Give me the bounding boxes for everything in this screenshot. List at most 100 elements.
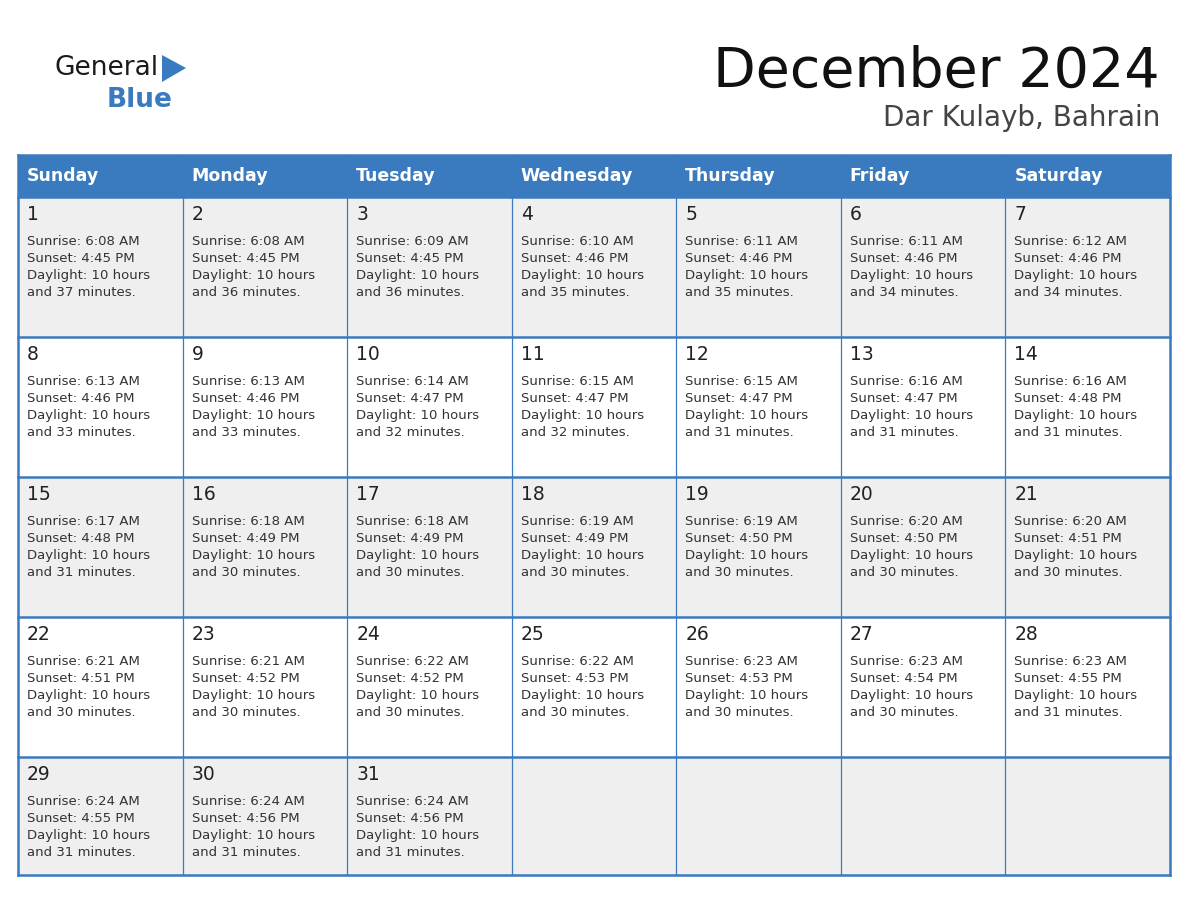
Text: and 31 minutes.: and 31 minutes. — [685, 426, 794, 439]
Text: 18: 18 — [520, 486, 544, 505]
Text: Sunset: 4:45 PM: Sunset: 4:45 PM — [191, 252, 299, 265]
Text: and 33 minutes.: and 33 minutes. — [27, 426, 135, 439]
Bar — [18, 155, 183, 197]
Text: Sunset: 4:54 PM: Sunset: 4:54 PM — [849, 672, 958, 685]
Text: Sunset: 4:46 PM: Sunset: 4:46 PM — [27, 392, 134, 405]
Text: Sunday: Sunday — [27, 167, 100, 185]
Text: Sunset: 4:51 PM: Sunset: 4:51 PM — [1015, 532, 1123, 545]
Text: 23: 23 — [191, 625, 215, 644]
Text: and 30 minutes.: and 30 minutes. — [685, 706, 794, 719]
Text: Daylight: 10 hours: Daylight: 10 hours — [849, 409, 973, 422]
Text: and 36 minutes.: and 36 minutes. — [356, 286, 465, 299]
Text: Sunrise: 6:17 AM: Sunrise: 6:17 AM — [27, 515, 140, 528]
Text: Sunrise: 6:19 AM: Sunrise: 6:19 AM — [685, 515, 798, 528]
Text: Sunset: 4:51 PM: Sunset: 4:51 PM — [27, 672, 134, 685]
Bar — [676, 155, 841, 197]
Text: Daylight: 10 hours: Daylight: 10 hours — [520, 269, 644, 282]
Text: Daylight: 10 hours: Daylight: 10 hours — [191, 409, 315, 422]
Text: Sunrise: 6:15 AM: Sunrise: 6:15 AM — [685, 375, 798, 388]
Text: Sunrise: 6:12 AM: Sunrise: 6:12 AM — [1015, 235, 1127, 248]
Text: Daylight: 10 hours: Daylight: 10 hours — [191, 829, 315, 842]
Text: Sunrise: 6:20 AM: Sunrise: 6:20 AM — [1015, 515, 1127, 528]
Text: Sunrise: 6:16 AM: Sunrise: 6:16 AM — [849, 375, 962, 388]
Text: and 30 minutes.: and 30 minutes. — [1015, 566, 1123, 579]
Text: 4: 4 — [520, 206, 532, 225]
Text: and 30 minutes.: and 30 minutes. — [520, 706, 630, 719]
Text: 8: 8 — [27, 345, 39, 364]
Text: and 34 minutes.: and 34 minutes. — [1015, 286, 1123, 299]
Text: Sunset: 4:49 PM: Sunset: 4:49 PM — [520, 532, 628, 545]
Text: Sunset: 4:56 PM: Sunset: 4:56 PM — [191, 812, 299, 825]
Text: Sunset: 4:52 PM: Sunset: 4:52 PM — [191, 672, 299, 685]
Text: Sunrise: 6:13 AM: Sunrise: 6:13 AM — [191, 375, 304, 388]
Text: 20: 20 — [849, 486, 873, 505]
Text: Sunset: 4:55 PM: Sunset: 4:55 PM — [27, 812, 134, 825]
Text: Daylight: 10 hours: Daylight: 10 hours — [356, 549, 479, 562]
Text: 21: 21 — [1015, 486, 1038, 505]
Text: and 30 minutes.: and 30 minutes. — [356, 706, 465, 719]
Bar — [18, 197, 1170, 337]
Text: 6: 6 — [849, 206, 861, 225]
Text: Sunset: 4:46 PM: Sunset: 4:46 PM — [520, 252, 628, 265]
Text: Daylight: 10 hours: Daylight: 10 hours — [356, 409, 479, 422]
Text: Thursday: Thursday — [685, 167, 776, 185]
Text: 28: 28 — [1015, 625, 1038, 644]
Text: Sunset: 4:56 PM: Sunset: 4:56 PM — [356, 812, 463, 825]
Text: Sunrise: 6:21 AM: Sunrise: 6:21 AM — [27, 655, 140, 668]
Text: and 31 minutes.: and 31 minutes. — [356, 846, 465, 859]
Text: Sunrise: 6:20 AM: Sunrise: 6:20 AM — [849, 515, 962, 528]
Text: and 31 minutes.: and 31 minutes. — [1015, 426, 1123, 439]
Text: 3: 3 — [356, 206, 368, 225]
Text: Daylight: 10 hours: Daylight: 10 hours — [520, 549, 644, 562]
Text: Sunrise: 6:11 AM: Sunrise: 6:11 AM — [685, 235, 798, 248]
Bar — [1005, 155, 1170, 197]
Text: Daylight: 10 hours: Daylight: 10 hours — [191, 689, 315, 702]
Text: Sunset: 4:46 PM: Sunset: 4:46 PM — [191, 392, 299, 405]
Text: Daylight: 10 hours: Daylight: 10 hours — [1015, 409, 1138, 422]
Text: Sunrise: 6:19 AM: Sunrise: 6:19 AM — [520, 515, 633, 528]
Text: December 2024: December 2024 — [713, 45, 1159, 99]
Text: Daylight: 10 hours: Daylight: 10 hours — [356, 829, 479, 842]
Text: Sunset: 4:50 PM: Sunset: 4:50 PM — [849, 532, 958, 545]
Text: Daylight: 10 hours: Daylight: 10 hours — [849, 689, 973, 702]
Text: 9: 9 — [191, 345, 203, 364]
Text: Daylight: 10 hours: Daylight: 10 hours — [849, 269, 973, 282]
Text: 26: 26 — [685, 625, 709, 644]
Text: 2: 2 — [191, 206, 203, 225]
Text: Saturday: Saturday — [1015, 167, 1102, 185]
Text: Sunrise: 6:09 AM: Sunrise: 6:09 AM — [356, 235, 469, 248]
Text: Blue: Blue — [107, 87, 173, 113]
Text: Sunset: 4:46 PM: Sunset: 4:46 PM — [685, 252, 792, 265]
Text: Daylight: 10 hours: Daylight: 10 hours — [520, 689, 644, 702]
Text: 29: 29 — [27, 766, 51, 785]
Text: 17: 17 — [356, 486, 380, 505]
Text: 31: 31 — [356, 766, 380, 785]
Text: Sunset: 4:49 PM: Sunset: 4:49 PM — [191, 532, 299, 545]
Text: and 30 minutes.: and 30 minutes. — [27, 706, 135, 719]
Text: and 31 minutes.: and 31 minutes. — [849, 426, 959, 439]
Text: Sunrise: 6:23 AM: Sunrise: 6:23 AM — [685, 655, 798, 668]
Text: 19: 19 — [685, 486, 709, 505]
Text: Dar Kulayb, Bahrain: Dar Kulayb, Bahrain — [883, 104, 1159, 132]
Text: and 37 minutes.: and 37 minutes. — [27, 286, 135, 299]
Text: Sunrise: 6:22 AM: Sunrise: 6:22 AM — [520, 655, 633, 668]
Text: and 34 minutes.: and 34 minutes. — [849, 286, 959, 299]
Text: Daylight: 10 hours: Daylight: 10 hours — [356, 269, 479, 282]
Text: 30: 30 — [191, 766, 215, 785]
Text: Daylight: 10 hours: Daylight: 10 hours — [1015, 269, 1138, 282]
Text: and 30 minutes.: and 30 minutes. — [520, 566, 630, 579]
Text: Sunrise: 6:14 AM: Sunrise: 6:14 AM — [356, 375, 469, 388]
Text: Sunset: 4:50 PM: Sunset: 4:50 PM — [685, 532, 792, 545]
Text: Daylight: 10 hours: Daylight: 10 hours — [191, 269, 315, 282]
Text: Sunrise: 6:24 AM: Sunrise: 6:24 AM — [356, 795, 469, 808]
Bar — [18, 617, 1170, 757]
Text: and 36 minutes.: and 36 minutes. — [191, 286, 301, 299]
Text: Tuesday: Tuesday — [356, 167, 436, 185]
Text: Daylight: 10 hours: Daylight: 10 hours — [27, 409, 150, 422]
Bar — [347, 155, 512, 197]
Text: and 30 minutes.: and 30 minutes. — [685, 566, 794, 579]
Text: Daylight: 10 hours: Daylight: 10 hours — [191, 549, 315, 562]
Text: Sunset: 4:47 PM: Sunset: 4:47 PM — [520, 392, 628, 405]
Text: Sunrise: 6:23 AM: Sunrise: 6:23 AM — [1015, 655, 1127, 668]
Text: and 30 minutes.: and 30 minutes. — [191, 566, 301, 579]
